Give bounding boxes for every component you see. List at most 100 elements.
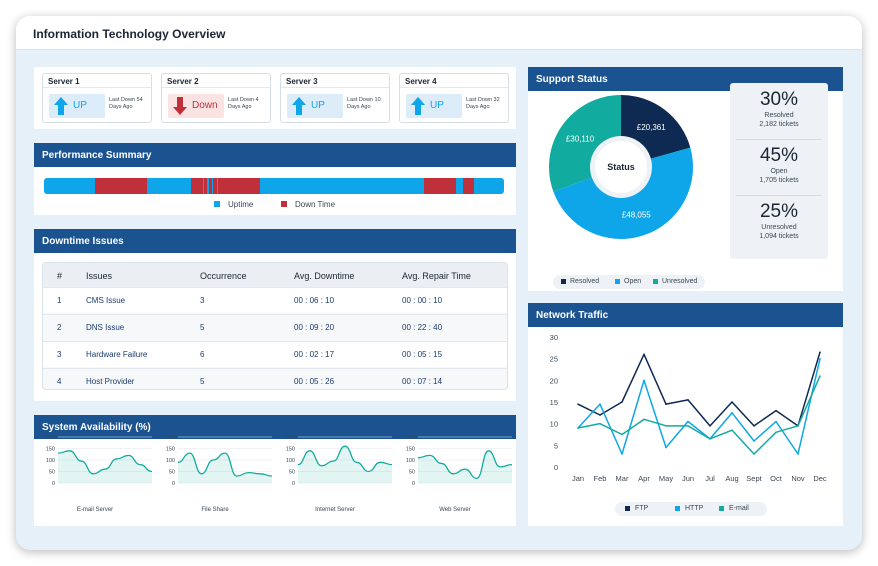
table-cell: 00 : 05 : 26 (294, 377, 335, 386)
area-fill (298, 446, 392, 483)
table-cell: 00 : 02 : 17 (294, 350, 335, 359)
y-tick-label: 150 (406, 447, 415, 453)
data-point (687, 399, 689, 401)
data-point (797, 453, 799, 455)
data-point (753, 453, 755, 455)
y-tick-label: 0 (172, 481, 175, 487)
data-point (819, 375, 821, 377)
table-cell: DNS Issue (86, 323, 125, 332)
availability-chart-label: Web Server (439, 507, 471, 513)
server-name: Server 3 (286, 77, 318, 86)
performance-summary-title: Performance Summary (34, 143, 516, 167)
series-line-e-mail[interactable] (577, 375, 821, 455)
table-row[interactable]: 2 DNS Issue 5 00 : 09 : 20 00 : 22 : 40 (43, 314, 507, 340)
legend-downtime-label: Down Time (295, 200, 336, 209)
x-tick-label: May (659, 474, 673, 483)
uptime-sliver (202, 178, 205, 194)
server-status: UP (406, 94, 462, 118)
availability-chart-4: 200 150 100 50 0 Web Server (400, 433, 513, 523)
uptime-sliver (207, 178, 209, 194)
area-fill (178, 453, 272, 483)
data-point (621, 401, 623, 403)
y-tick-label: 200 (286, 435, 295, 441)
availability-line (177, 452, 273, 477)
data-point (577, 403, 579, 405)
uptime-sliver (211, 178, 214, 194)
divider (736, 139, 822, 140)
stat-percent: 25% (759, 201, 799, 222)
data-point (599, 414, 601, 416)
stat-tickets: 2,182 tickets (759, 121, 799, 128)
column-header: # (57, 271, 63, 281)
table-row[interactable]: 3 Hardware Failure 6 00 : 02 : 17 00 : 05 : … (43, 341, 507, 367)
stat-unresolved: 25% Unresolved 1,094 tickets (730, 201, 828, 241)
server-card-2[interactable]: Server 2 Down Last Down 4 Days Ago (161, 73, 271, 123)
table-cell: 4 (57, 377, 62, 386)
legend-downtime: Down Time (281, 200, 335, 209)
downtime-segment (94, 178, 148, 194)
data-point (709, 425, 711, 427)
y-tick-label: 200 (46, 435, 55, 441)
arrow-up-icon (411, 97, 425, 115)
data-point (621, 433, 623, 436)
divider (162, 87, 270, 88)
availability-line (417, 450, 513, 480)
y-tick-label: 100 (46, 458, 55, 464)
server-card-4[interactable]: Server 4 UP Last Down 32 Days Ago (399, 73, 509, 123)
legend-http: HTTP (685, 505, 704, 512)
network-traffic-title: Network Traffic (528, 303, 843, 327)
y-tick-label: 0 (412, 481, 415, 487)
uptime-bar[interactable] (44, 178, 504, 194)
slice-value-label: £48,055 (622, 211, 651, 220)
last-down-note: Last Down 32 Days Ago (466, 97, 500, 110)
availability-chart-1: 200 150 100 50 0 E-mail Server (40, 433, 153, 523)
table-cell: 1 (57, 296, 62, 305)
table-cell: Hardware Failure (86, 350, 148, 359)
server-card-1[interactable]: Server 1 UP Last Down 54 Days Ago (42, 73, 152, 123)
support-legend: Resolved Open Unresolved (553, 275, 705, 289)
network-traffic-chart: 30 25 20 15 10 5 0 Jan Feb Mar Apr May Jun Jul Aug Sept… (550, 333, 827, 483)
data-point (797, 425, 799, 427)
x-tick-label: Mar (616, 474, 629, 483)
area-fill (58, 450, 152, 483)
table-cell: 00 : 09 : 20 (294, 323, 335, 332)
downtime-segment (423, 178, 456, 194)
server-card-3[interactable]: Server 3 UP Last Down 10 Days Ago (280, 73, 390, 123)
series-line-http[interactable] (577, 358, 821, 455)
divider (43, 87, 151, 88)
stat-resolved: 30% Resolved 2,182 tickets (730, 89, 828, 129)
last-down-note: Last Down 4 Days Ago (228, 97, 259, 110)
table-row[interactable]: 4 Host Provider 5 00 : 05 : 26 00 : 07 : 14 (43, 368, 507, 389)
table-row[interactable]: 1 CMS Issue 3 00 : 06 : 10 00 : 00 : 10 (43, 287, 507, 313)
column-header: Issues (86, 271, 113, 281)
last-down-note: Last Down 54 Days Ago (109, 97, 143, 110)
data-point (819, 351, 821, 353)
page-title: Information Technology Overview (33, 27, 226, 41)
data-point (687, 420, 689, 423)
y-tick-label: 0 (52, 481, 55, 487)
legend-unresolved-swatch (653, 279, 658, 284)
table-cell: Host Provider (86, 377, 135, 386)
arrow-down-icon (173, 97, 187, 115)
table-cell: 2 (57, 323, 62, 332)
availability-plot: 200 150 100 50 0 (286, 435, 393, 487)
y-tick-label: 20 (550, 376, 558, 385)
column-header: Avg. Downtime (294, 271, 355, 281)
y-tick-label: 150 (286, 447, 295, 453)
server-status-label: UP (430, 100, 444, 111)
server-name: Server 2 (167, 77, 199, 86)
server-status-label: UP (73, 100, 87, 111)
support-status-panel: Support Status £20,361 £48,055 £30,110 Stat… (528, 67, 843, 291)
x-tick-label: Jul (705, 474, 715, 483)
stat-name: Open (770, 168, 788, 175)
uptime-swatch (214, 201, 220, 207)
table-cell: 3 (200, 296, 205, 305)
data-point (665, 425, 667, 427)
table-cell: 5 (200, 323, 205, 332)
legend-ftp: FTP (635, 505, 649, 512)
data-point (687, 425, 689, 427)
series-line-ftp[interactable] (577, 351, 821, 427)
availability-chart-label: File Share (201, 507, 229, 513)
network-traffic-panel: Network Traffic 30 25 20 15 10 5 0 Jan Feb Mar Apr… (528, 303, 843, 526)
server-name: Server 4 (405, 77, 437, 86)
